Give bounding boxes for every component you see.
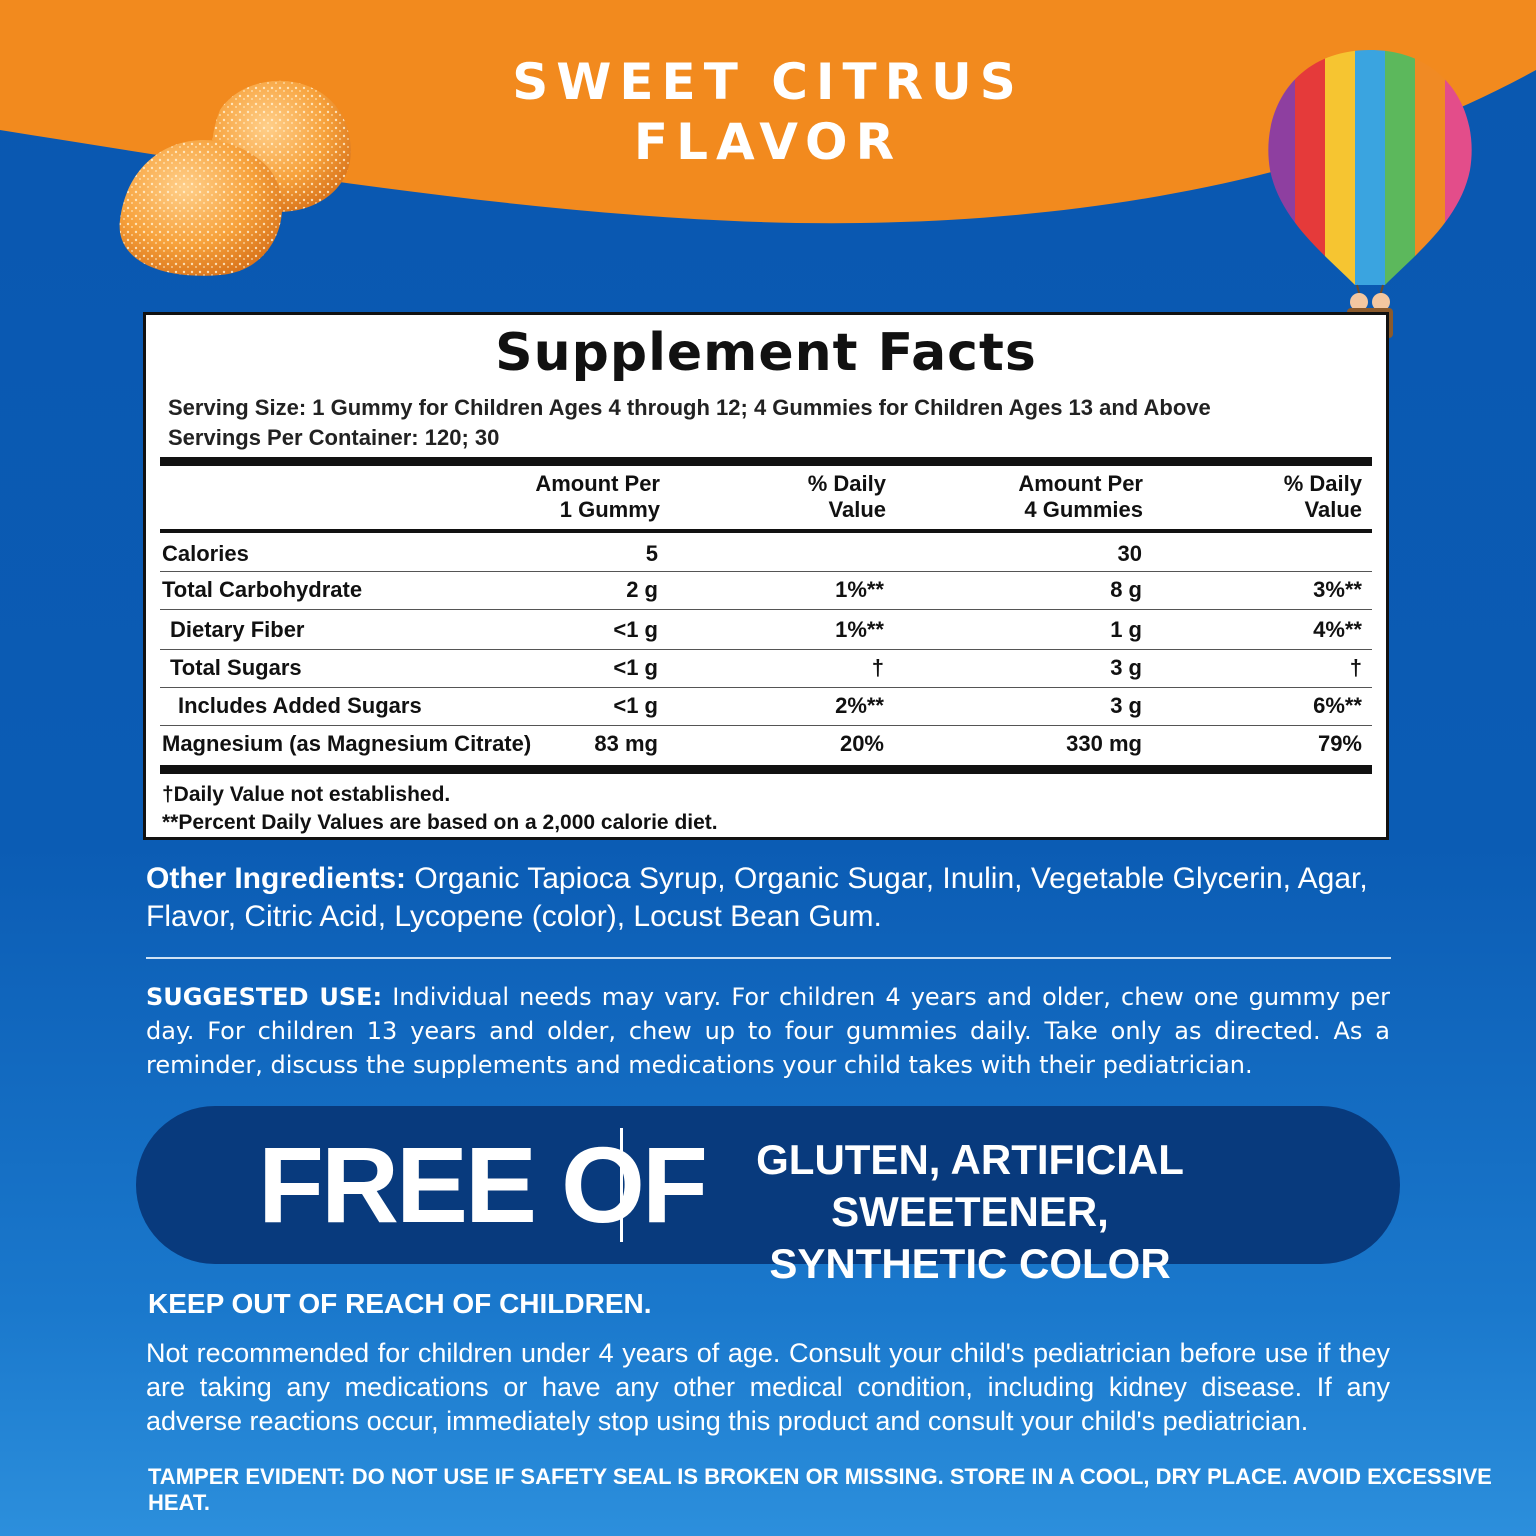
row-divider: [160, 571, 1372, 572]
row-divider: [160, 725, 1372, 726]
keep-out-of-reach-heading: KEEP OUT OF REACH OF CHILDREN.: [148, 1288, 652, 1319]
servings-per-container: Servings Per Container: 120; 30: [168, 425, 500, 450]
section-divider: [146, 957, 1391, 959]
footnote-percent-dv: **Percent Daily Values are based on a 2,…: [162, 811, 718, 834]
row-divider: [160, 687, 1372, 688]
row-divider: [160, 609, 1372, 610]
flavor-title: SWEET CITRUS FLAVOR: [512, 53, 1024, 171]
column-header-dv-1: % Daily Value: [807, 471, 886, 522]
column-header-dv-4: % Daily Value: [1283, 471, 1362, 522]
suggested-use: SUGGESTED USE: Individual needs may vary…: [146, 980, 1390, 1082]
supplement-facts-panel: Supplement Facts Serving Size: 1 Gummy f…: [143, 312, 1389, 840]
serving-size: Serving Size: 1 Gummy for Children Ages …: [168, 395, 1211, 420]
suggested-use-text: Individual needs may vary. For children …: [146, 983, 1390, 1079]
facts-row-total-sugars: Total Sugars <1 g † 3 g †: [170, 655, 1362, 680]
supplement-facts-title: Supplement Facts: [495, 323, 1037, 383]
column-header-amount-4: Amount Per 4 Gummies: [1018, 471, 1143, 522]
facts-footnotes: †Daily Value not established. **Percent …: [162, 781, 718, 837]
warning-text: Not recommended for children under 4 yea…: [146, 1338, 1390, 1436]
column-header-amount-1: Amount Per 1 Gummy: [535, 471, 660, 522]
footnote-dagger: †Daily Value not established.: [162, 783, 451, 806]
facts-row-added-sugars: Includes Added Sugars <1 g 2%** 3 g 6%**: [178, 693, 1362, 718]
thick-rule: [160, 457, 1372, 466]
free-of-title: FREE OF: [258, 1124, 708, 1245]
row-divider: [160, 649, 1372, 650]
serving-info: Serving Size: 1 Gummy for Children Ages …: [168, 393, 1386, 453]
facts-row-total-carbohydrate: Total Carbohydrate 2 g 1%** 8 g 3%**: [162, 577, 1362, 602]
facts-row-calories: Calories 5 30: [162, 541, 1142, 566]
facts-row-magnesium: Magnesium (as Magnesium Citrate) 83 mg 2…: [162, 731, 1362, 756]
hot-air-balloon-image: [1268, 50, 1472, 338]
orange-gummies-image: [119, 80, 351, 276]
suggested-use-label: SUGGESTED USE:: [146, 983, 383, 1011]
thick-rule: [160, 765, 1372, 774]
facts-row-dietary-fiber: Dietary Fiber <1 g 1%** 1 g 4%**: [170, 617, 1362, 642]
free-of-list: GLUTEN, ARTIFICIAL SWEETENER, SYNTHETIC …: [756, 1136, 1184, 1287]
orange-header-banner: [0, 0, 1536, 224]
tamper-evident-notice: TAMPER EVIDENT: DO NOT USE IF SAFETY SEA…: [148, 1464, 1492, 1515]
ingredients-text: Organic Tapioca Syrup, Organic Sugar, In…: [146, 862, 1368, 933]
free-of-banner: [136, 1106, 1400, 1264]
other-ingredients: Other Ingredients: Organic Tapioca Syrup…: [146, 860, 1396, 936]
free-of-separator: [620, 1128, 623, 1242]
header-rule: [160, 529, 1372, 533]
ingredients-label: Other Ingredients:: [146, 862, 407, 895]
